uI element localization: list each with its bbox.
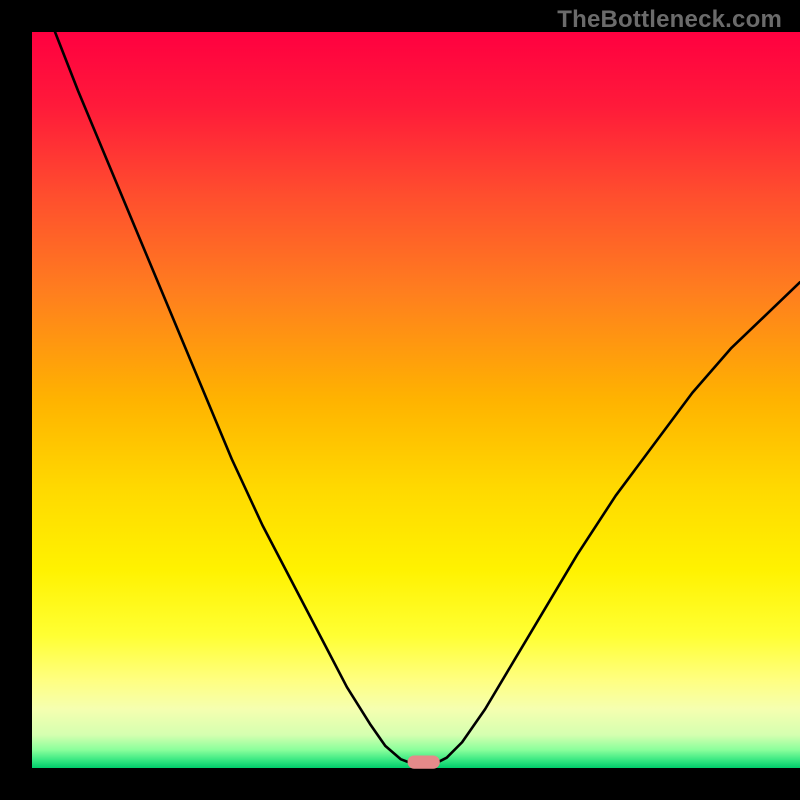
plot-background [32,32,800,768]
watermark-text: TheBottleneck.com [557,6,782,34]
chart-canvas [0,0,800,800]
optimal-marker [408,755,440,768]
outer-frame: TheBottleneck.com [0,0,800,800]
